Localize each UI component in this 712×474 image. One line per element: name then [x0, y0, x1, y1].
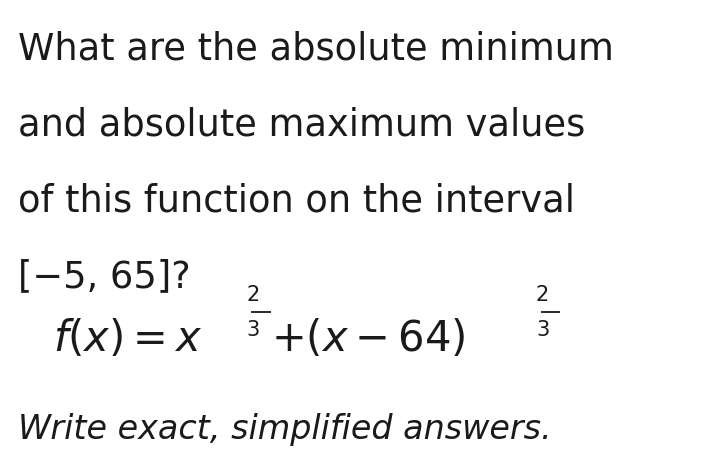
Text: 2: 2: [536, 285, 549, 305]
Text: of this function on the interval: of this function on the interval: [18, 182, 575, 219]
Text: 3: 3: [536, 320, 549, 340]
Text: What are the absolute minimum: What are the absolute minimum: [18, 31, 614, 68]
Text: 3: 3: [246, 320, 259, 340]
Text: Write exact, simplified answers.: Write exact, simplified answers.: [18, 412, 551, 446]
Text: and absolute maximum values: and absolute maximum values: [18, 107, 585, 144]
Text: [−5, 65]?: [−5, 65]?: [18, 258, 191, 295]
Text: $+ (x - 64)$: $+ (x - 64)$: [271, 318, 465, 360]
Text: 2: 2: [246, 285, 259, 305]
Text: $f(x) = x$: $f(x) = x$: [53, 318, 203, 360]
